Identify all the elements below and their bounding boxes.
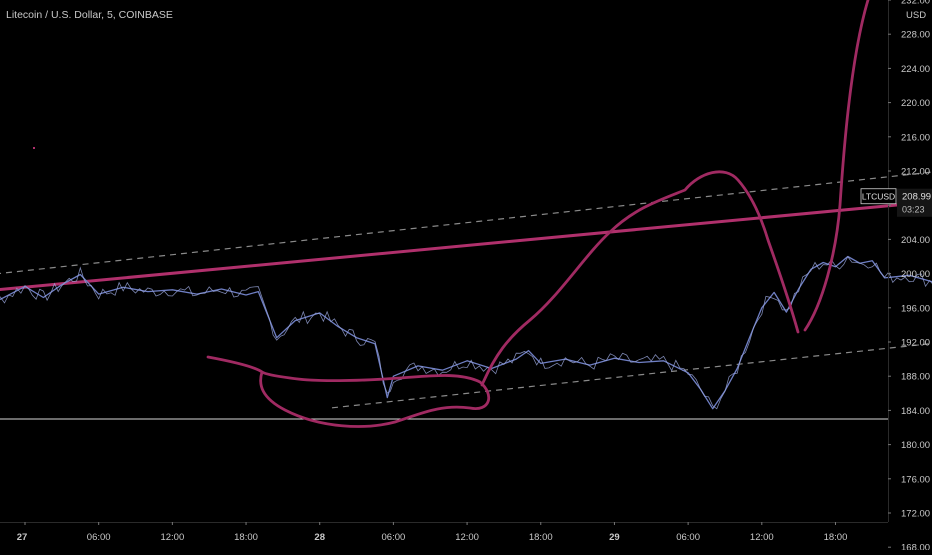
time-axis[interactable]: 27 06:00 12:00 18:00 28 06:00 12:00 18:00 29 06:0… xyxy=(0,522,888,543)
price-candles xyxy=(0,255,932,410)
x-tick-label: 18:00 xyxy=(824,532,848,543)
y-tick-label: 188.00 xyxy=(901,372,930,383)
x-tick-label: 06:00 xyxy=(676,532,700,543)
trendline-solid[interactable] xyxy=(0,127,932,294)
freehand-bottom-loop[interactable] xyxy=(259,370,491,428)
y-tick-label: 192.00 xyxy=(901,338,930,349)
trendlines-layer xyxy=(0,127,932,409)
price-axis[interactable]: 232.00 228.00 224.00 220.00 216.00 212.00 208.… xyxy=(888,0,930,554)
x-tick-label: 06:00 xyxy=(87,532,111,543)
y-tick-label: 200.00 xyxy=(901,269,930,280)
price-line xyxy=(0,255,932,410)
trendline-dashed[interactable] xyxy=(331,259,932,409)
y-tick-label: 180.00 xyxy=(901,440,930,451)
chart-title: Litecoin / U.S. Dollar, 5, COINBASE xyxy=(6,9,173,21)
last-price-label: 208.99 xyxy=(902,192,931,203)
price-series-layer xyxy=(0,255,932,410)
freehand-spike-curve[interactable] xyxy=(803,0,870,332)
x-tick-label: 12:00 xyxy=(160,532,184,543)
freehand-lower-curve[interactable] xyxy=(206,355,264,374)
countdown-label: 03:23 xyxy=(902,205,925,215)
x-tick-label: 27 xyxy=(17,532,28,543)
y-tick-label: 168.00 xyxy=(901,543,930,550)
price-labels: LTCUSD 208.99 03:23 xyxy=(860,188,932,217)
currency-label: USD xyxy=(906,10,926,21)
y-tick-label: 176.00 xyxy=(901,474,930,485)
y-tick-label: 172.00 xyxy=(901,509,930,520)
freehand-drawings-layer xyxy=(33,0,870,428)
stray-dot xyxy=(33,147,35,149)
y-tick-label: 220.00 xyxy=(901,98,930,109)
y-tick-label: 184.00 xyxy=(901,406,930,417)
y-tick-label: 196.00 xyxy=(901,303,930,314)
x-tick-label: 28 xyxy=(314,532,325,543)
y-tick-label: 204.00 xyxy=(901,235,930,246)
freehand-up-curve[interactable] xyxy=(480,170,800,387)
x-tick-label: 18:00 xyxy=(234,532,258,543)
symbol-badge xyxy=(860,188,897,205)
y-tick-label: 212.00 xyxy=(901,167,930,178)
y-tick-label: 216.00 xyxy=(901,132,930,143)
y-tick-label: 228.00 xyxy=(901,30,930,41)
y-tick-label: 224.00 xyxy=(901,64,930,75)
x-tick-label: 18:00 xyxy=(529,532,553,543)
x-tick-label: 12:00 xyxy=(750,532,774,543)
symbol-label: LTCUSD xyxy=(862,192,895,202)
x-tick-label: 29 xyxy=(609,532,620,543)
x-tick-label: 12:00 xyxy=(455,532,479,543)
last-price-badge xyxy=(897,188,932,217)
y-tick-label: 232.00 xyxy=(901,0,930,7)
x-tick-label: 06:00 xyxy=(382,532,406,543)
